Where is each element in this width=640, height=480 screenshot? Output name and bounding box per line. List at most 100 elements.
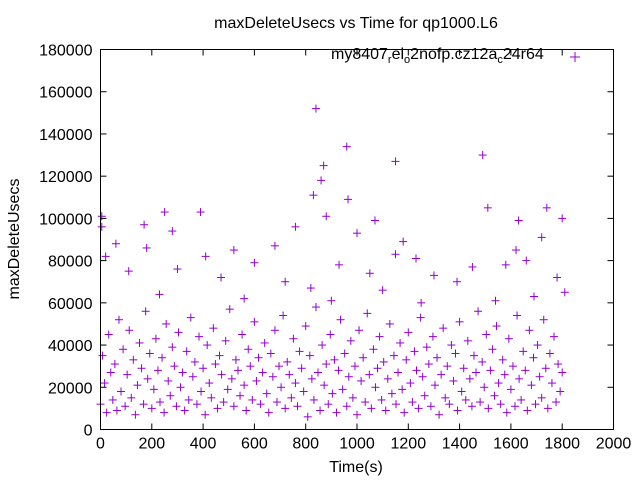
- data-point: [262, 389, 271, 398]
- data-point: [455, 317, 464, 326]
- data-point: [256, 400, 265, 409]
- data-point: [338, 385, 347, 394]
- data-point: [441, 393, 450, 402]
- data-point: [270, 326, 279, 335]
- data-point: [500, 370, 509, 379]
- data-point: [252, 376, 261, 385]
- data-point: [416, 313, 425, 322]
- data-point: [291, 379, 300, 388]
- data-point: [465, 374, 474, 383]
- data-point: [531, 400, 540, 409]
- data-point: [318, 341, 327, 350]
- data-point: [127, 393, 136, 402]
- data-point: [363, 309, 372, 318]
- data-point: [289, 334, 298, 343]
- data-point: [391, 157, 400, 166]
- data-point: [322, 212, 331, 221]
- data-point: [240, 381, 249, 390]
- data-point: [275, 362, 284, 371]
- data-point: [428, 332, 437, 341]
- data-point: [478, 357, 487, 366]
- x-tick-label: 1600: [493, 436, 529, 453]
- data-point: [250, 317, 259, 326]
- data-point: [293, 402, 302, 411]
- data-point: [517, 395, 526, 404]
- data-point: [482, 330, 491, 339]
- data-point: [272, 398, 281, 407]
- data-point: [238, 330, 247, 339]
- data-point: [429, 271, 438, 280]
- data-point: [435, 410, 444, 419]
- data-point: [514, 216, 523, 225]
- data-point: [145, 349, 154, 358]
- x-axis: 0 200 400 600 800 1000 1200 1400 1600 1800 2000: [96, 49, 631, 453]
- data-point: [223, 385, 232, 394]
- data-point: [287, 393, 296, 402]
- data-point: [192, 400, 201, 409]
- data-point: [180, 406, 189, 415]
- data-point: [449, 376, 458, 385]
- data-point: [389, 351, 398, 360]
- data-point: [233, 366, 242, 375]
- data-point: [335, 260, 344, 269]
- data-point: [430, 381, 439, 390]
- data-point: [327, 296, 336, 305]
- y-tick-label: 180000: [39, 43, 92, 60]
- data-point: [492, 322, 501, 331]
- data-point: [102, 408, 111, 417]
- y-axis-label: maxDeleteUsecs: [6, 179, 23, 300]
- data-point: [190, 357, 199, 366]
- data-point: [468, 262, 477, 271]
- data-point: [281, 277, 290, 286]
- data-point: [231, 355, 240, 364]
- data-point: [412, 366, 421, 375]
- data-point: [547, 379, 556, 388]
- data-point: [188, 372, 197, 381]
- legend-marker: [570, 52, 580, 62]
- data-point: [266, 349, 275, 358]
- data-point: [162, 319, 171, 328]
- y-tick-label: 40000: [48, 338, 93, 355]
- data-point: [486, 366, 495, 375]
- data-point: [350, 362, 359, 371]
- data-point: [246, 362, 255, 371]
- data-points: [96, 104, 569, 421]
- data-point: [411, 254, 420, 263]
- data-point: [535, 372, 544, 381]
- data-point: [104, 330, 113, 339]
- data-point: [101, 252, 110, 261]
- data-point: [357, 376, 366, 385]
- y-tick-label: 120000: [39, 169, 92, 186]
- plot-frame: [100, 49, 614, 430]
- data-point: [336, 315, 345, 324]
- data-point: [213, 404, 222, 413]
- data-point: [100, 379, 109, 388]
- chart-title: maxDeleteUsecs vs Time for qp1000.L6: [214, 15, 498, 32]
- data-point: [560, 288, 569, 297]
- data-point: [334, 366, 343, 375]
- data-point: [129, 355, 138, 364]
- data-point: [196, 208, 205, 217]
- data-point: [172, 402, 181, 411]
- data-point: [139, 400, 148, 409]
- data-point: [147, 404, 156, 413]
- legend-text: 2nofp.cz12a: [410, 46, 498, 63]
- data-point: [346, 336, 355, 345]
- data-point: [379, 357, 388, 366]
- data-point: [186, 313, 195, 322]
- data-point: [229, 402, 238, 411]
- data-point: [451, 349, 460, 358]
- legend-text: my8407: [331, 46, 388, 63]
- data-point: [523, 406, 532, 415]
- legend-text: 24r64: [502, 46, 544, 63]
- data-point: [135, 338, 144, 347]
- data-point: [311, 104, 320, 113]
- data-point: [375, 332, 384, 341]
- data-point: [512, 246, 521, 255]
- x-tick-label: 1000: [339, 436, 375, 453]
- data-point: [553, 273, 562, 282]
- data-point: [108, 395, 117, 404]
- data-point: [158, 353, 167, 362]
- data-point: [541, 364, 550, 373]
